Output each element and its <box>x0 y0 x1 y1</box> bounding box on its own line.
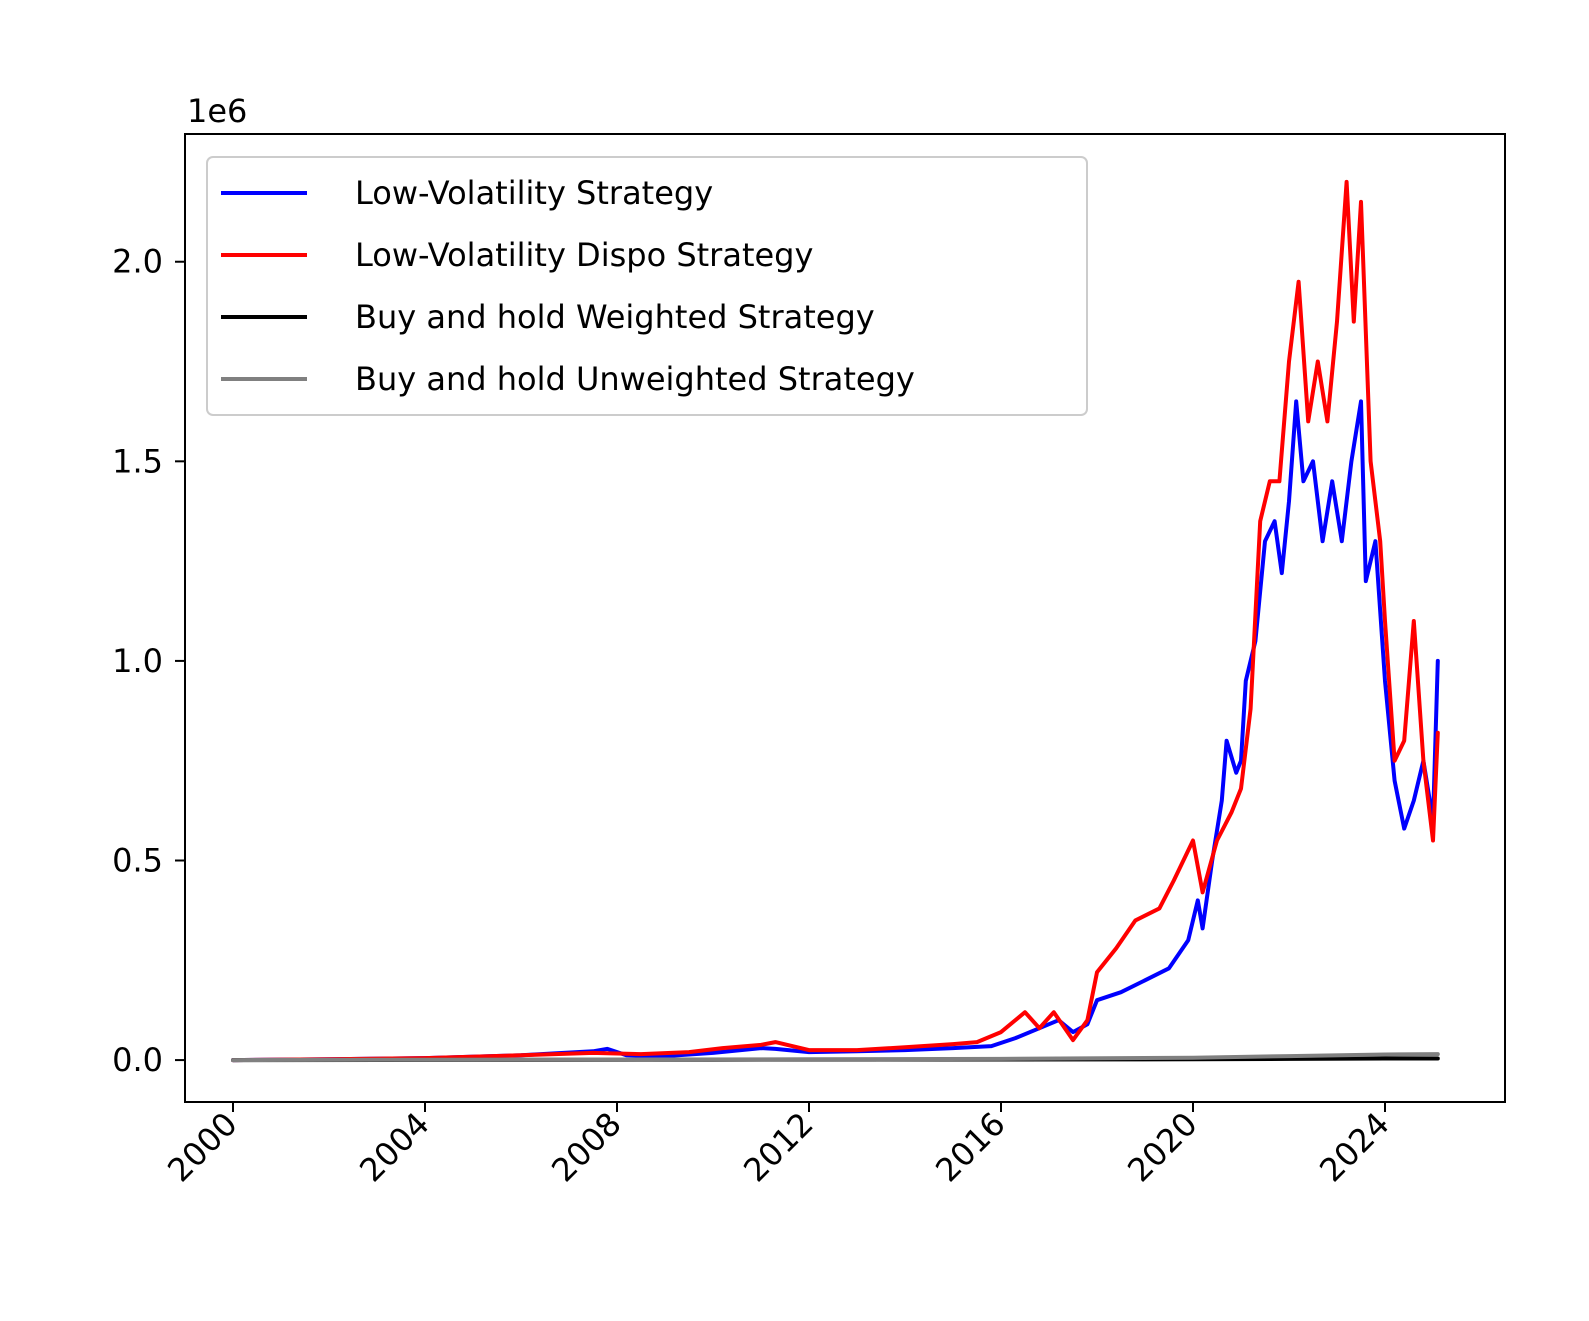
legend-label: Buy and hold Weighted Strategy <box>355 298 875 336</box>
series-line-2 <box>231 179 1440 1063</box>
x-tick-label: 2016 <box>928 1105 1012 1189</box>
y-tick-label: 1.5 <box>112 442 163 480</box>
series-line-1 <box>231 399 1440 1063</box>
x-tick-label: 2008 <box>544 1105 628 1189</box>
series-line-4 <box>231 1052 1440 1063</box>
x-tick-label: 2004 <box>352 1105 436 1189</box>
x-tick-label: 2000 <box>160 1105 244 1189</box>
legend-label: Buy and hold Unweighted Strategy <box>355 360 915 398</box>
plot-frame <box>184 133 1506 1103</box>
legend-label: Low-Volatility Strategy <box>355 174 713 212</box>
legend-box <box>206 156 1088 416</box>
legend: Low-Volatility Strategy Low-Volatility Di… <box>206 156 1088 416</box>
series-layer <box>231 179 1440 1063</box>
y-axis: 0.0 0.5 1.0 1.5 2.0 <box>112 243 185 1079</box>
y-tick-label: 2.0 <box>112 243 163 281</box>
y-tick-label: 1.0 <box>112 642 163 680</box>
y-tick-label: 0.5 <box>112 841 163 879</box>
x-tick-label: 2024 <box>1312 1105 1396 1189</box>
y-tick-label: 0.0 <box>112 1041 163 1079</box>
y-offset-label: 1e6 <box>187 92 247 130</box>
legend-label: Low-Volatility Dispo Strategy <box>355 236 813 274</box>
x-axis: 2000 2004 2008 2012 2016 2020 2024 <box>160 1102 1397 1189</box>
x-tick-label: 2020 <box>1120 1105 1204 1189</box>
x-tick-label: 2012 <box>736 1105 820 1189</box>
